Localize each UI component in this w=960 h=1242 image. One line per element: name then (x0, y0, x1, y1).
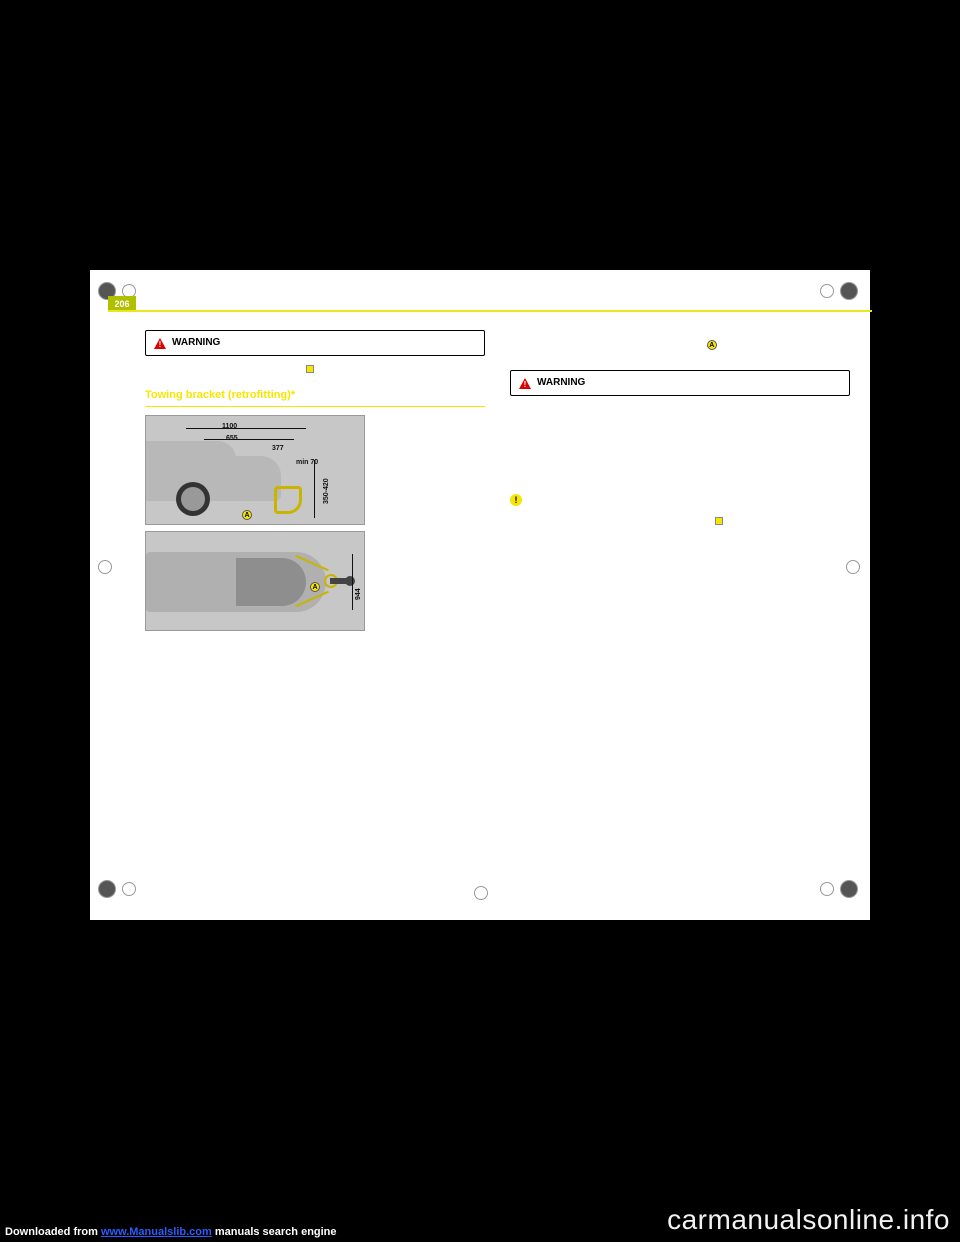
header-rule (108, 310, 872, 312)
warning-box: WARNING (145, 330, 485, 356)
section-heading: Towing bracket (retrofitting)* (145, 388, 485, 407)
page-title: Towing a trailer (140, 296, 220, 308)
warning-paragraph: Ensure the towing bracket does not impai… (510, 440, 850, 454)
warning-text: Never use safety eyelets for towing! (145, 364, 485, 378)
marker-a: A (310, 580, 320, 594)
warning-paragraph: Towing equipment causes changes to the v… (510, 404, 850, 432)
download-footer: Downloaded from www.Manualslib.com manua… (5, 1226, 337, 1238)
warning-label: WARNING (537, 376, 585, 390)
warning-triangle-icon (519, 378, 531, 389)
watermark: carmanualsonline.info (667, 1204, 950, 1236)
footer-prefix: Downloaded from (5, 1226, 101, 1238)
dim-label: 350-420 (322, 479, 332, 505)
dim-label: 1100 (222, 422, 237, 432)
warning-paragraph: Do not carry out any alterations or repa… (510, 462, 850, 476)
figure-side-view: B5K-0357 A 1100 655 377 min 70 350-420 (145, 415, 365, 525)
dim-label: 377 (272, 444, 284, 454)
left-column: WARNING Never use safety eyelets for tow… (145, 330, 485, 631)
end-block-icon (715, 517, 723, 525)
caution-icon: ! (510, 494, 522, 506)
dim-label: 944 (354, 589, 364, 601)
warning-label: WARNING (172, 336, 220, 350)
footer-suffix: manuals search engine (215, 1226, 337, 1238)
marker-a-inline: A (707, 340, 717, 350)
figure-top-view: B5K-0358 A 944 (145, 531, 365, 631)
caution-heading: ! Caution! (510, 494, 850, 508)
warning-triangle-icon (154, 338, 166, 349)
intro-text: Installation dimensions and mounting poi… (510, 338, 850, 352)
marker-a: A (242, 508, 252, 522)
warning-box: WARNING (510, 370, 850, 396)
footer-link[interactable]: www.Manualslib.com (101, 1226, 212, 1238)
caution-text: Removing the ball head - refer to instru… (510, 516, 850, 530)
right-column: Installation dimensions and mounting poi… (510, 330, 850, 538)
end-block-icon (306, 365, 314, 373)
